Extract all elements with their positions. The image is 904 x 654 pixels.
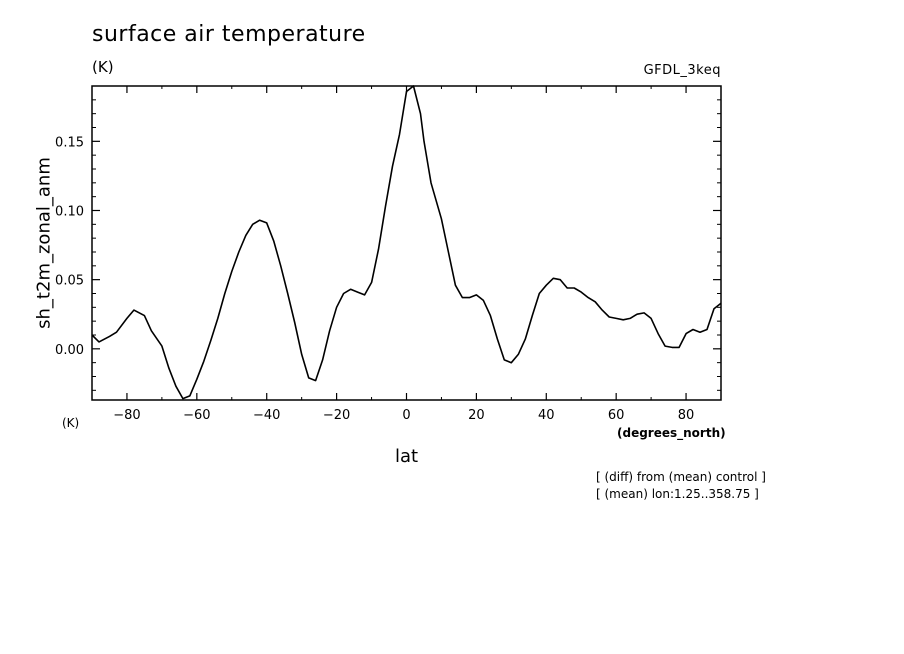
x-tick-label: −80 — [113, 408, 140, 423]
chart-title: surface air temperature — [92, 22, 366, 47]
x-tick-label: 60 — [608, 408, 625, 423]
model-label: GFDL_3keq — [643, 63, 721, 78]
x-axis-label: lat — [395, 446, 419, 467]
x-tick-label: −20 — [323, 408, 350, 423]
note-mean: [ (mean) lon:1.25..358.75 ] — [596, 487, 759, 501]
x-units-left: (K) — [62, 416, 80, 430]
y-tick-label: 0.05 — [55, 274, 84, 289]
x-tick-label: 0 — [402, 408, 410, 423]
x-units-right: (degrees_north) — [617, 426, 726, 440]
y-tick-label: 0.15 — [55, 135, 84, 150]
note-diff: [ (diff) from (mean) control ] — [596, 470, 766, 484]
chart-units: (K) — [92, 58, 114, 76]
x-tick-label: 20 — [468, 408, 485, 423]
axes — [91, 85, 722, 401]
plot-frame — [91, 85, 722, 401]
ticks: −80 −60 −40 −20 0 20 40 60 80 0.00 0.05 0.10 0.15 — [55, 86, 722, 423]
x-tick-label: −60 — [183, 408, 210, 423]
x-tick-label: 80 — [678, 408, 695, 423]
series-line — [91, 85, 722, 400]
y-tick-label: 0.00 — [55, 343, 84, 358]
series — [91, 85, 722, 400]
y-tick-label: 0.10 — [55, 204, 84, 219]
x-tick-label: −40 — [253, 408, 280, 423]
x-tick-label: 40 — [538, 408, 555, 423]
